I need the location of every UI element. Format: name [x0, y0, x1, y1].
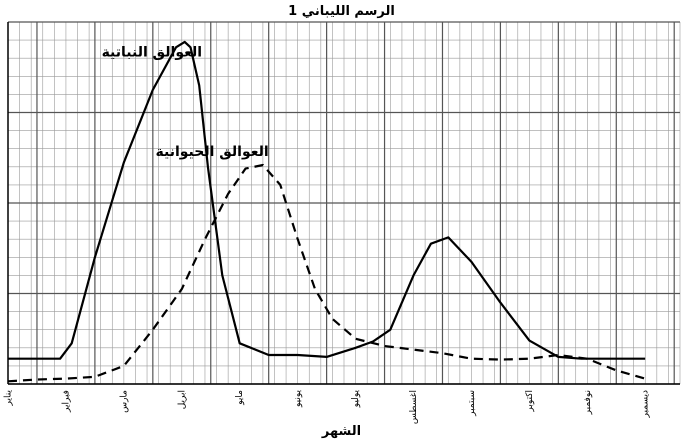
x-tick-label: اغسطس — [409, 390, 419, 424]
x-tick-label: ابريل — [177, 390, 187, 409]
series-group — [7, 40, 646, 383]
x-tick-label: فبراير — [61, 390, 71, 413]
x-tick-label: مارس — [119, 390, 129, 413]
x-tick-label: يوليو — [351, 390, 361, 409]
series-label-1: العوالق النباتية — [102, 44, 203, 60]
x-tick-label: مايو — [235, 390, 245, 406]
chart-title: الرسم الليباني 1 — [288, 4, 395, 19]
series-line-2 — [7, 163, 646, 383]
x-tick-label: يناير — [4, 390, 14, 407]
axes — [7, 22, 680, 385]
series-labels: العوالق النباتية العوالق الحيوانية — [102, 44, 269, 160]
x-tick-label: يونيو — [293, 390, 303, 409]
x-axis-title: الشهر — [321, 424, 362, 439]
x-tick-label: سبتمبر — [467, 390, 477, 417]
x-tick-label: نوفمبر — [583, 390, 593, 415]
x-tick-labels: يناير فبراير مارس ابريل مايو يونيو يوليو اغسطس س… — [4, 390, 651, 425]
x-tick-label: ديسمبر — [641, 390, 651, 418]
series-line-1 — [8, 40, 646, 360]
series-label-2: العوالق الحيوانية — [156, 144, 269, 160]
x-tick-label: اكتوبر — [525, 390, 535, 413]
